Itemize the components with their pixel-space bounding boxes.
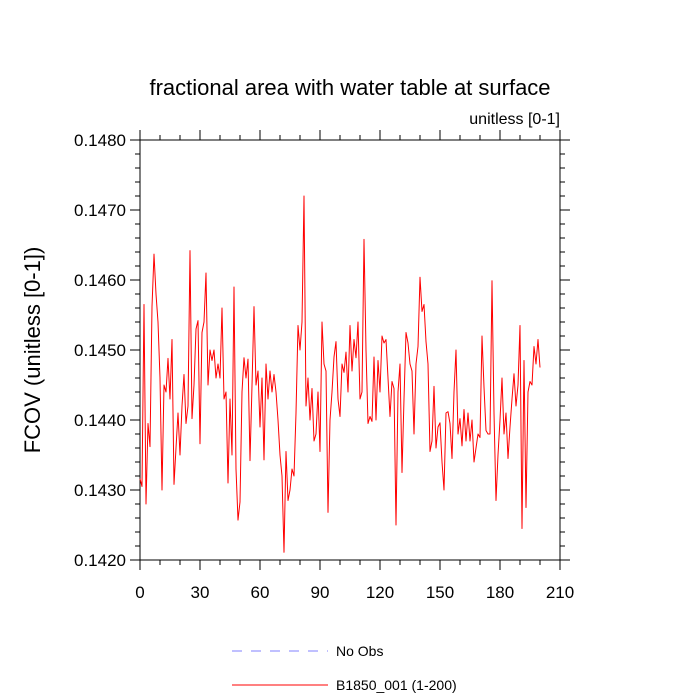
legend-label-b1850: B1850_001 (1-200) — [336, 677, 457, 693]
x-tick-label: 30 — [191, 583, 210, 602]
series-layer — [139, 195, 541, 553]
tick-labels: 0 30 60 90 120 150 180 210 0.1420 0.1430 0.1440 0.1… — [74, 131, 574, 602]
legend: No Obs B1850_001 (1-200) — [232, 643, 457, 693]
x-tick-label: 0 — [135, 583, 144, 602]
x-tick-label: 60 — [251, 583, 270, 602]
x-tick-label: 120 — [366, 583, 394, 602]
x-tick-label: 150 — [426, 583, 454, 602]
y-tick-label: 0.1440 — [74, 411, 126, 430]
y-tick-label: 0.1450 — [74, 341, 126, 360]
axis-ticks — [130, 130, 570, 570]
series-line-b1850-001 — [139, 195, 541, 553]
x-tick-label: 90 — [311, 583, 330, 602]
y-tick-label: 0.1430 — [74, 481, 126, 500]
x-tick-label: 180 — [486, 583, 514, 602]
y-tick-label: 0.1470 — [74, 201, 126, 220]
x-tick-label: 210 — [546, 583, 574, 602]
y-tick-label: 0.1420 — [74, 551, 126, 570]
plot-frame — [139, 139, 561, 561]
chart-title: fractional area with water table at surf… — [149, 75, 550, 100]
y-tick-label: 0.1480 — [74, 131, 126, 150]
y-tick-label: 0.1460 — [74, 271, 126, 290]
legend-label-no-obs: No Obs — [336, 643, 383, 659]
units-label: unitless [0-1] — [469, 111, 560, 128]
y-axis-label: FCOV (unitless [0-1]) — [20, 247, 45, 454]
